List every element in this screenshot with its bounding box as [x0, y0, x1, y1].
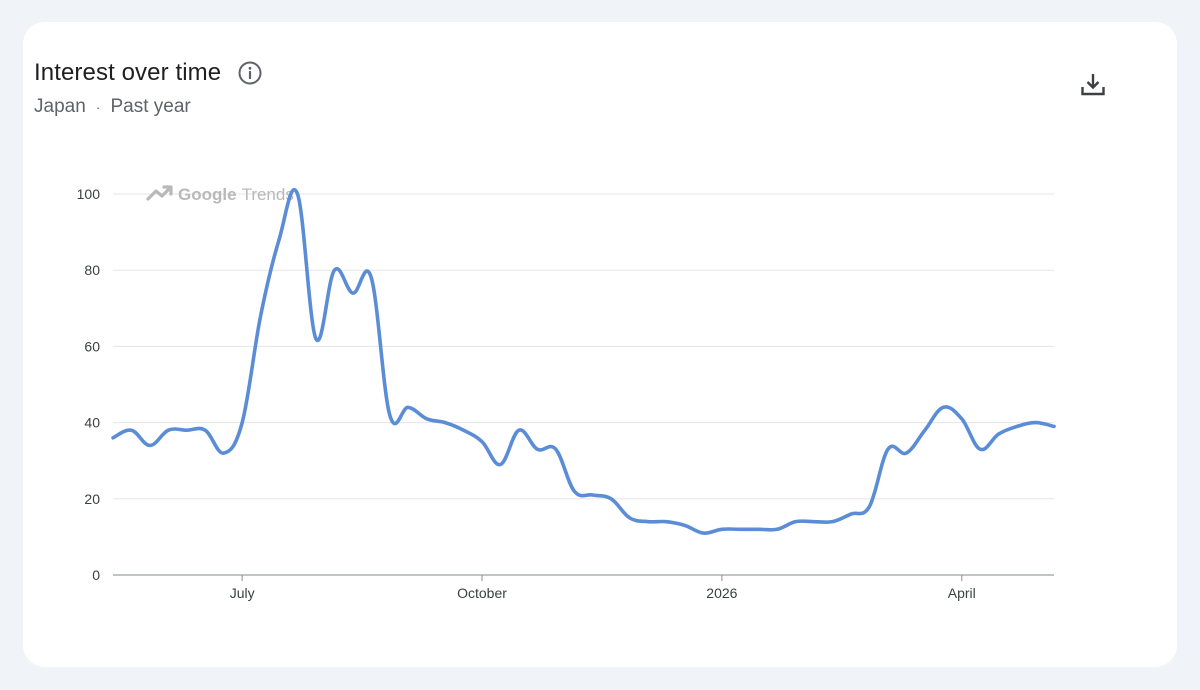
data-point-40[interactable]	[847, 510, 855, 518]
x-tick-label-2026: 2026	[706, 585, 737, 601]
data-point-23[interactable]	[533, 445, 541, 453]
data-point-30[interactable]	[663, 518, 671, 526]
x-tick-label-April: April	[948, 585, 976, 601]
data-point-19[interactable]	[460, 426, 468, 434]
data-point-34[interactable]	[736, 525, 744, 533]
data-point-24[interactable]	[552, 445, 560, 453]
data-point-10[interactable]	[294, 190, 302, 198]
data-point-50[interactable]	[1032, 419, 1040, 427]
trending-up-icon	[146, 185, 173, 201]
data-point-9[interactable]	[275, 236, 283, 244]
y-axis-ticks: 0 20 40 60 80 100	[77, 186, 101, 583]
data-point-47[interactable]	[976, 445, 984, 453]
data-point-13[interactable]	[349, 289, 357, 297]
data-point-17[interactable]	[423, 415, 431, 423]
info-icon[interactable]	[237, 60, 263, 86]
data-point-35[interactable]	[755, 525, 763, 533]
x-tick-label-July: July	[230, 585, 255, 601]
data-point-18[interactable]	[441, 419, 449, 427]
data-point-11[interactable]	[312, 335, 320, 343]
data-point-49[interactable]	[1013, 422, 1021, 430]
y-tick-label-20: 20	[84, 491, 100, 507]
data-point-45[interactable]	[939, 403, 947, 411]
interest-over-time-card	[23, 22, 1177, 667]
data-point-26[interactable]	[589, 491, 597, 499]
data-point-48[interactable]	[995, 430, 1003, 438]
data-point-2[interactable]	[146, 441, 154, 449]
x-tick-label-October: October	[457, 585, 507, 601]
data-point-22[interactable]	[515, 426, 523, 434]
download-icon	[1081, 74, 1105, 96]
y-tick-label-80: 80	[84, 262, 100, 278]
card-title: Interest over time	[34, 59, 222, 86]
data-point-27[interactable]	[607, 495, 615, 503]
data-point-32[interactable]	[699, 529, 707, 537]
data-point-43[interactable]	[902, 449, 910, 457]
data-point-7[interactable]	[238, 419, 246, 427]
data-point-15[interactable]	[386, 411, 394, 419]
watermark-text: Google Trends	[178, 185, 294, 204]
x-axis-ticks: July October 2026 April	[230, 575, 976, 601]
y-tick-label-100: 100	[77, 186, 101, 202]
data-point-16[interactable]	[404, 403, 412, 411]
data-point-3[interactable]	[164, 426, 172, 434]
card-subtitle: Japan · Past year	[34, 96, 191, 118]
data-point-6[interactable]	[220, 449, 228, 457]
data-point-46[interactable]	[958, 415, 966, 423]
series-line	[111, 188, 1056, 535]
watermark-brand: Google	[178, 185, 237, 204]
watermark-product: Trends	[242, 185, 294, 204]
data-point-21[interactable]	[496, 461, 504, 469]
download-button[interactable]	[1078, 70, 1108, 100]
data-point-31[interactable]	[681, 521, 689, 529]
data-point-44[interactable]	[921, 426, 929, 434]
data-point-25[interactable]	[570, 487, 578, 495]
grid-lines	[113, 193, 1054, 576]
region-label[interactable]: Japan	[34, 96, 86, 117]
data-point-33[interactable]	[718, 525, 726, 533]
period-label[interactable]: Past year	[110, 96, 191, 117]
data-point-51[interactable]	[1050, 422, 1058, 430]
data-point-39[interactable]	[829, 518, 837, 526]
data-point-38[interactable]	[810, 518, 818, 526]
data-point-41[interactable]	[865, 502, 873, 510]
data-point-4[interactable]	[183, 426, 191, 434]
y-tick-label-0: 0	[92, 567, 100, 583]
data-point-42[interactable]	[884, 445, 892, 453]
subtitle-separator: ·	[95, 99, 101, 115]
data-point-12[interactable]	[330, 266, 338, 274]
data-point-36[interactable]	[773, 525, 781, 533]
y-tick-label-60: 60	[84, 338, 100, 354]
data-point-28[interactable]	[626, 514, 634, 522]
series-layer	[109, 188, 1058, 537]
data-point-1[interactable]	[127, 426, 135, 434]
data-point-8[interactable]	[257, 312, 265, 320]
data-point-29[interactable]	[644, 518, 652, 526]
data-point-20[interactable]	[478, 438, 486, 446]
y-tick-label-40: 40	[84, 415, 100, 431]
data-point-5[interactable]	[201, 426, 209, 434]
data-point-37[interactable]	[792, 518, 800, 526]
data-point-0[interactable]	[109, 434, 117, 442]
google-trends-watermark: Google Trends	[146, 185, 294, 204]
card-header: Interest over time	[34, 56, 263, 90]
data-point-14[interactable]	[367, 274, 375, 282]
